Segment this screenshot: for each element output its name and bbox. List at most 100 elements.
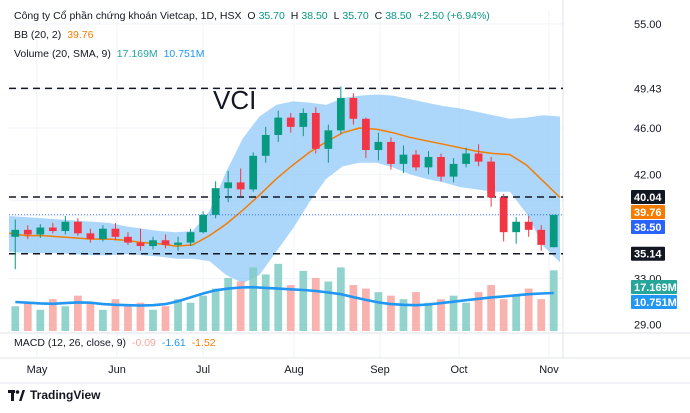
candle-body xyxy=(524,221,533,230)
price-tick-label: 49.43 xyxy=(634,83,662,95)
candle-body xyxy=(86,233,95,240)
candle-body xyxy=(349,97,358,119)
close-value: 38.50 xyxy=(385,10,412,22)
volume-bar xyxy=(111,299,120,331)
candle-body xyxy=(36,227,45,235)
bb-band-fill xyxy=(9,94,560,284)
candle-body xyxy=(424,156,433,168)
candle-body xyxy=(73,221,82,234)
candle-body xyxy=(449,163,458,177)
volume-bar xyxy=(149,309,157,331)
volume-bar xyxy=(61,306,70,331)
volume-bars xyxy=(11,263,558,331)
volume-bar xyxy=(412,292,420,331)
candle-body xyxy=(211,188,220,215)
macd-legend[interactable]: MACD (12, 26, close, 9) -0.09 -1.61 -1.5… xyxy=(14,337,219,349)
candle-body xyxy=(274,117,283,135)
candle-body xyxy=(499,197,508,233)
price-axis: 55.0049.4346.0042.0033.0029.0040.0439.76… xyxy=(631,19,677,332)
price-marker-label-bg xyxy=(631,219,665,234)
volume-bar xyxy=(487,285,496,331)
volume-bar xyxy=(86,302,95,331)
volume-bar xyxy=(136,302,145,331)
bb-legend[interactable]: BB (20, 2) 39.76 xyxy=(14,29,96,41)
price-marker-label: 35.14 xyxy=(634,249,662,261)
volume-bar xyxy=(249,267,258,331)
candle-body xyxy=(462,153,470,164)
low-value: 35.70 xyxy=(342,10,369,22)
candle-body xyxy=(249,155,258,190)
symbol-title: Công ty Cổ phần chứng khoán Vietcap, 1D,… xyxy=(14,10,242,22)
tradingview-logo[interactable]: TradingView xyxy=(8,388,100,402)
candle-body xyxy=(236,182,245,190)
candle-body xyxy=(23,229,32,235)
candle-body xyxy=(487,161,496,198)
price-marker-label-bg xyxy=(631,246,665,261)
price-marker-label: 38.50 xyxy=(634,222,662,234)
time-axis: May Jun Jul Aug Sep Oct Nov xyxy=(27,364,560,376)
macd-label: MACD (12, 26, close, 9) xyxy=(14,337,127,349)
volume-bar xyxy=(23,302,32,331)
volume-bar xyxy=(73,295,82,331)
price-tick-label: 29.00 xyxy=(634,320,662,332)
candle-body xyxy=(374,141,383,151)
bb-label: BB (20, 2) xyxy=(14,29,62,41)
candle-body xyxy=(174,242,182,245)
candle-body xyxy=(474,153,483,162)
volume-bar xyxy=(399,299,408,331)
volume-bar xyxy=(499,299,508,331)
high-value: 38.50 xyxy=(301,10,328,22)
price-marker-label: 39.76 xyxy=(634,207,662,219)
candle-body xyxy=(136,242,145,247)
volume-bar xyxy=(11,306,20,331)
candle-body xyxy=(437,156,445,177)
high-label: H xyxy=(290,10,299,22)
candle-body xyxy=(61,221,70,232)
close-label: C xyxy=(374,10,383,22)
tradingview-brand: TradingView xyxy=(30,388,101,402)
volume-sma-value: 10.751M xyxy=(163,48,205,60)
volume-bar xyxy=(299,270,308,331)
time-tick-label: Sep xyxy=(370,364,390,376)
price-marker-label-bg xyxy=(631,204,665,219)
candle-body xyxy=(336,97,345,131)
volume-legend[interactable]: Volume (20, SMA, 9) 17.169M 10.751M xyxy=(14,48,207,60)
volume-bar xyxy=(462,302,470,331)
bollinger-bands xyxy=(8,94,561,284)
volume-bar xyxy=(387,295,395,331)
volume-bar xyxy=(512,295,521,331)
candle-body xyxy=(99,228,107,240)
candle-body xyxy=(399,154,408,164)
candle-body xyxy=(199,214,207,233)
time-tick-label: Nov xyxy=(539,364,559,376)
volume-bar xyxy=(537,299,546,331)
price-tick-label: 55.00 xyxy=(634,19,662,31)
volume-bar xyxy=(36,309,45,331)
candle-body xyxy=(537,229,546,245)
candle-body xyxy=(224,182,233,189)
time-tick-label: Jul xyxy=(196,364,210,376)
candle-body xyxy=(512,221,521,233)
time-tick-label: Oct xyxy=(450,364,467,376)
volume-marker-label: 17.169M xyxy=(634,282,677,294)
volume-bar xyxy=(286,285,295,331)
price-tick-label: 46.00 xyxy=(634,123,662,135)
open-value: 35.70 xyxy=(258,10,285,22)
volume-bar xyxy=(437,299,445,331)
candle-body xyxy=(161,240,170,245)
volume-bar xyxy=(99,309,107,331)
candle-body xyxy=(362,118,370,151)
volume-value: 17.169M xyxy=(116,48,158,60)
candle-body xyxy=(124,236,132,243)
annotation-text: VCI xyxy=(213,85,256,115)
candle-body xyxy=(286,117,295,127)
candle-body xyxy=(149,240,157,247)
candle-body xyxy=(299,112,308,127)
candle-body xyxy=(324,130,333,149)
price-marker-label: 40.04 xyxy=(634,192,662,204)
volume-bar xyxy=(349,285,358,331)
volume-sma-marker-label: 10.751M xyxy=(634,297,677,309)
time-tick-label: May xyxy=(27,364,48,376)
macd-hist-value: -0.09 xyxy=(131,337,156,349)
candle-body xyxy=(311,112,320,149)
